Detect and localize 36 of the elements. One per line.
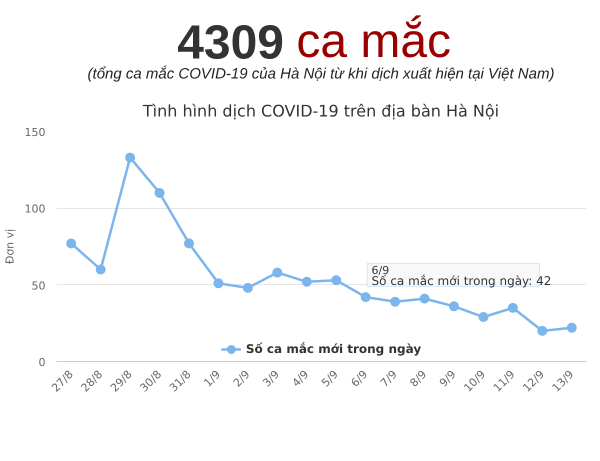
point bbox=[154, 188, 165, 198]
point bbox=[360, 292, 371, 302]
x-tick-label: 7/9 bbox=[378, 368, 400, 390]
point bbox=[420, 294, 430, 304]
x-tick-label: 3/9 bbox=[260, 368, 282, 390]
text: Tình hình dịch COVID-19 trên địa bàn Hà Nội bbox=[142, 102, 500, 120]
point bbox=[96, 264, 106, 274]
x-tick-label: 1/9 bbox=[201, 368, 224, 390]
x-tick-label: 5/9 bbox=[319, 368, 341, 390]
point bbox=[478, 312, 488, 322]
point bbox=[449, 301, 459, 312]
point bbox=[242, 282, 253, 293]
y-axis-title: Đơn vị bbox=[4, 228, 17, 264]
point bbox=[213, 278, 224, 288]
point bbox=[272, 268, 282, 278]
x-tick-label: 8/9 bbox=[407, 368, 430, 390]
x-tick-label: 4/9 bbox=[290, 368, 312, 390]
point bbox=[302, 276, 312, 287]
point bbox=[390, 296, 400, 307]
chart-subtitle: (tổng ca mắc COVID-19 của Hà Nội từ khi dịch xuất hiện tại Việt Nam) bbox=[88, 64, 554, 82]
point bbox=[331, 275, 342, 286]
x-tick-label: 2/9 bbox=[230, 368, 252, 390]
annotation: 6/9 Số ca mắc mới trong ngày: 42 bbox=[372, 264, 552, 288]
y-tick-label: 50 bbox=[32, 279, 46, 292]
y-tick-label: 0 bbox=[38, 356, 46, 369]
y-tick-label: 150 bbox=[24, 126, 46, 139]
y-tick-label: 100 bbox=[24, 202, 46, 216]
point bbox=[125, 152, 136, 163]
point bbox=[537, 326, 548, 336]
x-tick-label: 9/9 bbox=[436, 368, 459, 390]
point bbox=[508, 302, 518, 313]
x-tick-label: 6/9 bbox=[348, 368, 370, 390]
point bbox=[66, 238, 76, 248]
legend-label: Số ca mắc mới trong ngày bbox=[246, 342, 422, 356]
point bbox=[184, 238, 194, 248]
point bbox=[566, 322, 577, 333]
